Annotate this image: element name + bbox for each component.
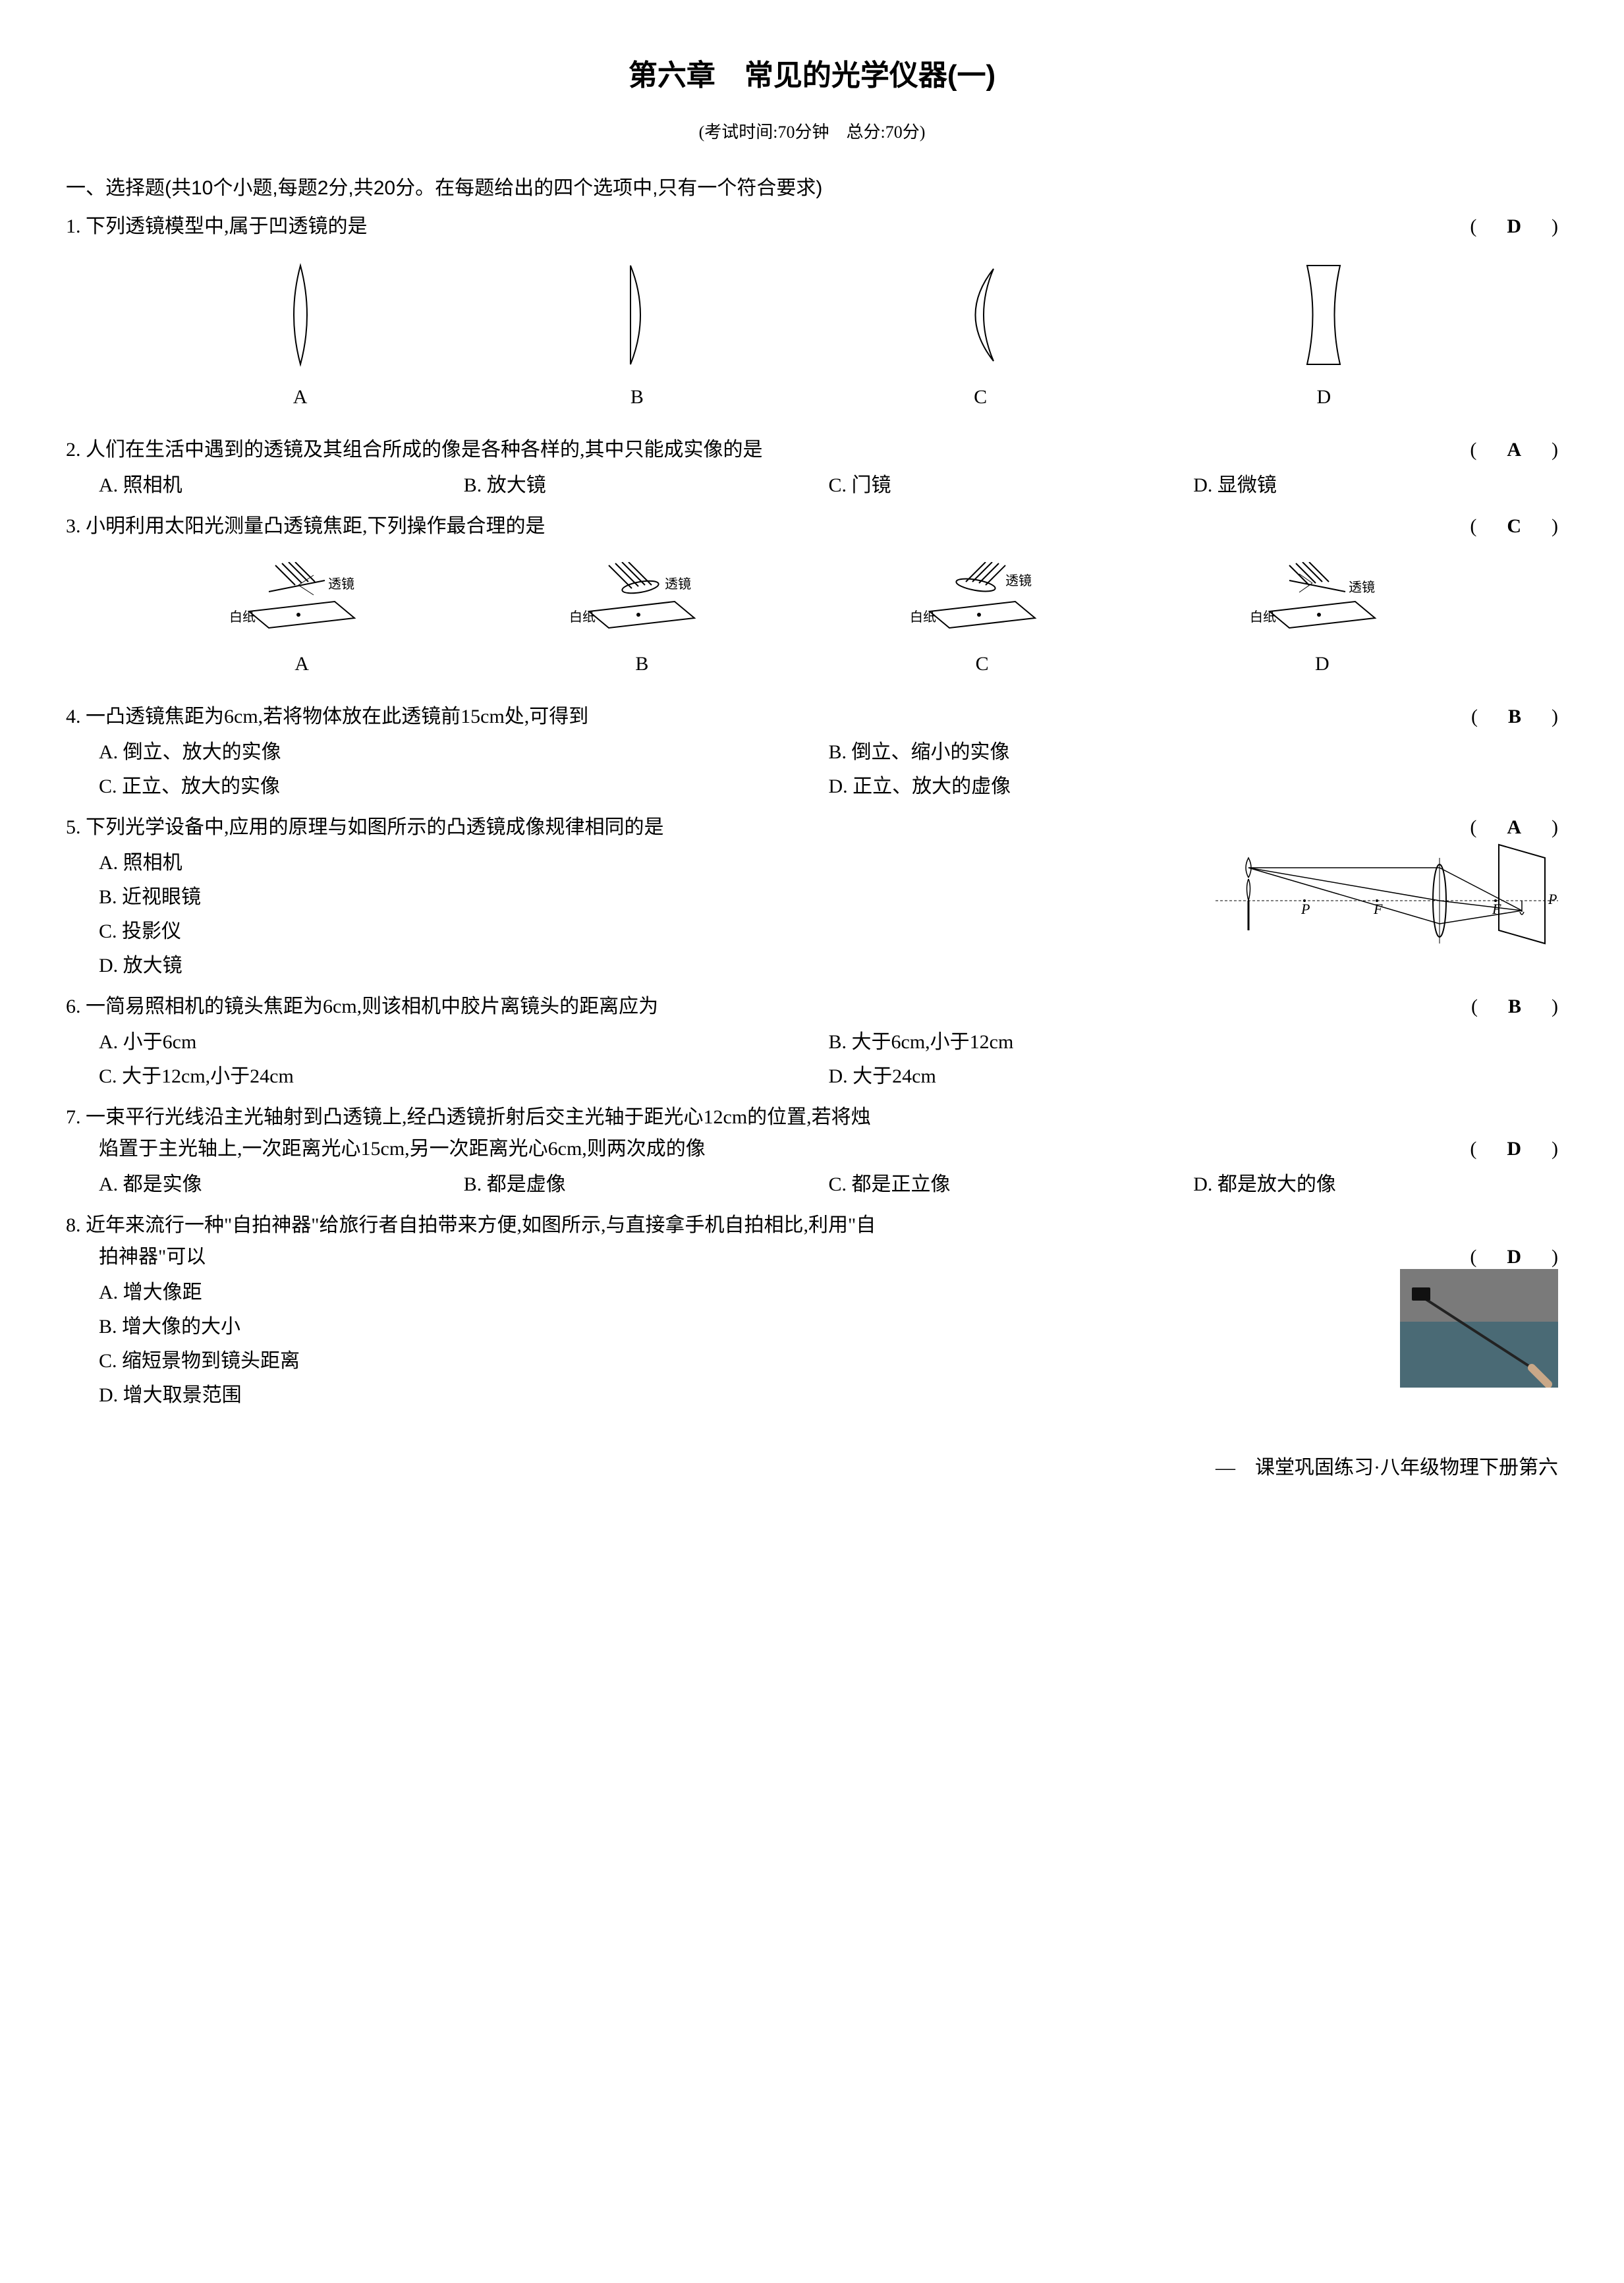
svg-text:F: F bbox=[1492, 901, 1501, 917]
q4-opt-d: D. 正立、放大的虚像 bbox=[829, 770, 1559, 804]
q8-text: 8. 近年来流行一种"自拍神器"给旅行者自拍带来方便,如图所示,与直接拿手机自拍… bbox=[66, 1210, 1558, 1241]
paper-label: 白纸 bbox=[229, 609, 256, 625]
q8-opt-b: B. 增大像的大小 bbox=[99, 1310, 961, 1344]
q5-opt-b: B. 近视眼镜 bbox=[99, 880, 812, 915]
q4-text: 4. 一凸透镜焦距为6cm,若将物体放在此透镜前15cm处,可得到 bbox=[66, 701, 1558, 733]
q8-figure bbox=[1400, 1269, 1558, 1388]
svg-text:白纸: 白纸 bbox=[910, 609, 936, 625]
svg-text:白纸: 白纸 bbox=[569, 609, 596, 625]
svg-text:透镜: 透镜 bbox=[665, 577, 691, 592]
q1-text: 1. 下列透镜模型中,属于凹透镜的是 bbox=[66, 211, 1558, 242]
question-2: 2. 人们在生活中遇到的透镜及其组合所成的像是各种各样的,其中只能成实像的是 (… bbox=[66, 434, 1558, 503]
q3-answer: ( C ) bbox=[1470, 511, 1558, 542]
q8-opt-c: C. 缩短景物到镜头距离 bbox=[99, 1344, 961, 1378]
question-8: 8. 近年来流行一种"自拍神器"给旅行者自拍带来方便,如图所示,与直接拿手机自拍… bbox=[66, 1210, 1558, 1413]
q4-options: A. 倒立、放大的实像 B. 倒立、缩小的实像 C. 正立、放大的实像 D. 正… bbox=[66, 735, 1558, 804]
q3-text: 3. 小明利用太阳光测量凸透镜焦距,下列操作最合理的是 bbox=[66, 511, 1558, 542]
q1-lens-c: C bbox=[947, 262, 1013, 413]
page-footer: — 课堂巩固练习·八年级物理下册第六 bbox=[66, 1452, 1558, 1484]
q1-lens-b: B bbox=[611, 262, 663, 413]
q8-opt-d: D. 增大取景范围 bbox=[99, 1378, 961, 1413]
question-3: 3. 小明利用太阳光测量凸透镜焦距,下列操作最合理的是 ( C ) 透镜 白纸 … bbox=[66, 511, 1558, 693]
question-4: 4. 一凸透镜焦距为6cm,若将物体放在此透镜前15cm处,可得到 ( B ) … bbox=[66, 701, 1558, 804]
q1-answer: ( D ) bbox=[1470, 211, 1558, 242]
q4-opt-a: A. 倒立、放大的实像 bbox=[99, 735, 829, 770]
q7-text: 7. 一束平行光线沿主光轴射到凸透镜上,经凸透镜折射后交主光轴于距光心12cm的… bbox=[66, 1102, 1558, 1133]
q3-diagrams: 透镜 白纸 A 透镜 白纸 B bbox=[66, 549, 1558, 693]
q5-options: A. 照相机 B. 近视眼镜 C. 投影仪 D. 放大镜 bbox=[66, 846, 812, 983]
q2-text: 2. 人们在生活中遇到的透镜及其组合所成的像是各种各样的,其中只能成实像的是 bbox=[66, 434, 1558, 466]
question-7: 7. 一束平行光线沿主光轴射到凸透镜上,经凸透镜折射后交主光轴于距光心12cm的… bbox=[66, 1102, 1558, 1202]
section-1-header: 一、选择题(共10个小题,每题2分,共20分。在每题给出的四个选项中,只有一个符… bbox=[66, 173, 1558, 204]
svg-text:P: P bbox=[1548, 891, 1557, 907]
q8-opt-a: A. 增大像距 bbox=[99, 1276, 961, 1310]
exam-info: (考试时间:70分钟 总分:70分) bbox=[66, 119, 1558, 146]
q5-figure: P F F P bbox=[1216, 838, 1558, 967]
q7-opt-b: B. 都是虚像 bbox=[464, 1168, 829, 1202]
q2-answer: ( A ) bbox=[1470, 434, 1558, 466]
q1-diagrams: A B C D bbox=[66, 249, 1558, 426]
q3-diag-b: 透镜 白纸 B bbox=[569, 562, 714, 680]
q4-opt-b: B. 倒立、缩小的实像 bbox=[829, 735, 1559, 770]
q1-lens-d: D bbox=[1297, 262, 1350, 413]
q2-opt-a: A. 照相机 bbox=[99, 468, 464, 503]
q7-opt-c: C. 都是正立像 bbox=[829, 1168, 1194, 1202]
question-1: 1. 下列透镜模型中,属于凹透镜的是 ( D ) A B C D bbox=[66, 211, 1558, 426]
q6-text: 6. 一简易照相机的镜头焦距为6cm,则该相机中胶片离镜头的距离应为 bbox=[66, 991, 1558, 1023]
q7-options: A. 都是实像 B. 都是虚像 C. 都是正立像 D. 都是放大的像 bbox=[66, 1168, 1558, 1202]
q6-opt-c: C. 大于12cm,小于24cm bbox=[99, 1059, 829, 1094]
q2-opt-b: B. 放大镜 bbox=[464, 468, 829, 503]
q1-lens-a: A bbox=[274, 262, 327, 413]
q7-text2: 焰置于主光轴上,一次距离光心15cm,另一次距离光心6cm,则两次成的像 bbox=[66, 1133, 1558, 1165]
svg-text:透镜: 透镜 bbox=[1349, 580, 1375, 595]
svg-text:F: F bbox=[1373, 901, 1383, 917]
svg-text:透镜: 透镜 bbox=[1005, 573, 1032, 588]
page-title: 第六章 常见的光学仪器(一) bbox=[66, 53, 1558, 99]
q6-opt-b: B. 大于6cm,小于12cm bbox=[829, 1025, 1559, 1059]
lens-label: 透镜 bbox=[328, 577, 354, 592]
q2-opt-d: D. 显微镜 bbox=[1193, 468, 1558, 503]
q7-answer: ( D ) bbox=[1470, 1133, 1558, 1165]
q5-opt-c: C. 投影仪 bbox=[99, 915, 812, 949]
q6-opt-d: D. 大于24cm bbox=[829, 1059, 1559, 1094]
q8-answer: ( D ) bbox=[1470, 1241, 1558, 1273]
q4-opt-c: C. 正立、放大的实像 bbox=[99, 770, 829, 804]
svg-text:P: P bbox=[1301, 901, 1310, 917]
q2-opt-c: C. 门镜 bbox=[829, 468, 1194, 503]
svg-text:白纸: 白纸 bbox=[1250, 609, 1276, 625]
q5-opt-d: D. 放大镜 bbox=[99, 949, 812, 983]
q8-options: A. 增大像距 B. 增大像的大小 C. 缩短景物到镜头距离 D. 增大取景范围 bbox=[66, 1276, 961, 1413]
q2-options: A. 照相机 B. 放大镜 C. 门镜 D. 显微镜 bbox=[66, 468, 1558, 503]
q6-opt-a: A. 小于6cm bbox=[99, 1025, 829, 1059]
q3-diag-d: 透镜 白纸 D bbox=[1250, 562, 1395, 680]
q5-opt-a: A. 照相机 bbox=[99, 846, 812, 880]
q7-opt-a: A. 都是实像 bbox=[99, 1168, 464, 1202]
q7-opt-d: D. 都是放大的像 bbox=[1193, 1168, 1558, 1202]
question-6: 6. 一简易照相机的镜头焦距为6cm,则该相机中胶片离镜头的距离应为 ( B )… bbox=[66, 991, 1558, 1094]
q6-options: A. 小于6cm B. 大于6cm,小于12cm C. 大于12cm,小于24c… bbox=[66, 1025, 1558, 1094]
q3-diag-c: 透镜 白纸 C bbox=[910, 562, 1055, 680]
question-5: 5. 下列光学设备中,应用的原理与如图所示的凸透镜成像规律相同的是 ( A ) bbox=[66, 812, 1558, 983]
q8-text2: 拍神器"可以 bbox=[66, 1241, 1558, 1273]
q4-answer: ( B ) bbox=[1471, 701, 1558, 733]
q6-answer: ( B ) bbox=[1471, 991, 1558, 1023]
q3-diag-a: 透镜 白纸 A bbox=[229, 562, 374, 680]
